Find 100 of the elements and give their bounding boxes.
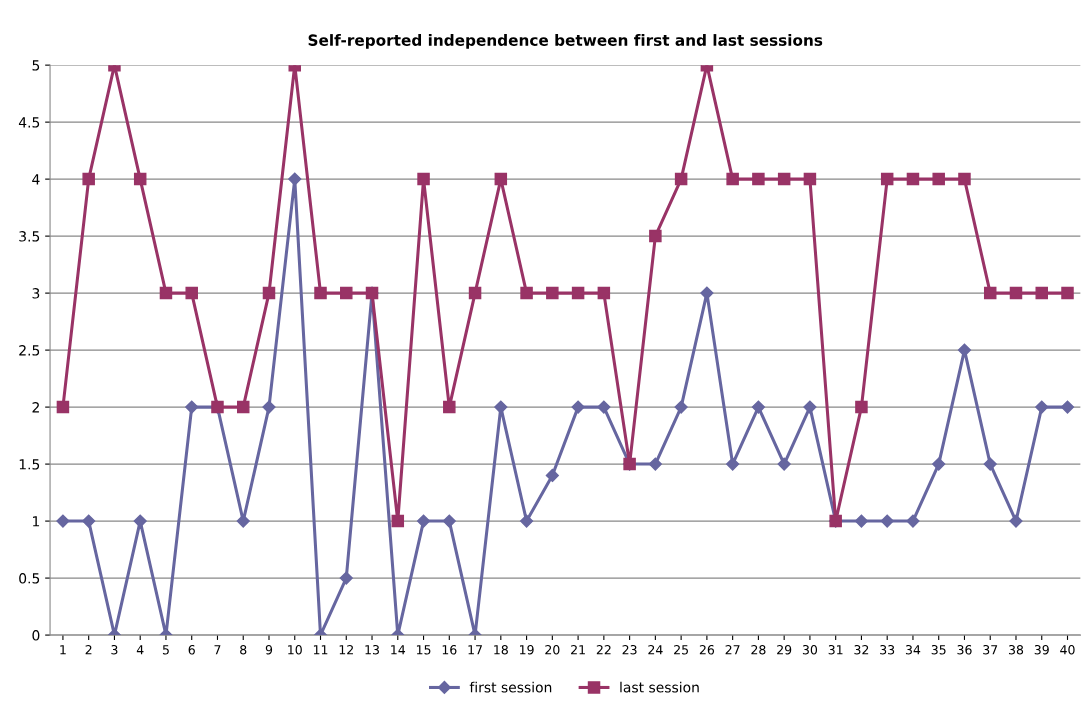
x-tick-label: 3 <box>111 645 118 655</box>
y-tick-label: 3.5 <box>19 231 40 242</box>
point <box>159 286 173 300</box>
point <box>957 343 972 357</box>
point <box>494 400 508 414</box>
x-tick-label: 26 <box>699 645 715 655</box>
point <box>1009 286 1023 300</box>
x-tick-label: 19 <box>520 645 534 655</box>
point <box>983 457 997 471</box>
y-tick-label: 0.5 <box>19 573 40 584</box>
x-tick-label: 12 <box>339 645 353 655</box>
point <box>1009 514 1023 528</box>
point <box>82 172 95 186</box>
point <box>906 514 920 528</box>
point <box>751 400 765 414</box>
y-tick-label: 2.5 <box>19 345 40 356</box>
point <box>288 172 302 186</box>
x-tick-label: 36 <box>957 645 972 655</box>
x-tick-label: 10 <box>288 645 302 655</box>
x-tick-label: 9 <box>265 645 273 655</box>
x-tick-label: 29 <box>777 645 792 655</box>
point <box>185 286 198 300</box>
point <box>880 172 894 186</box>
point <box>958 172 971 186</box>
y-tick-label: 1 <box>33 516 40 527</box>
x-tick-label: 1 <box>60 645 66 655</box>
point <box>546 286 559 300</box>
point <box>571 400 585 414</box>
x-tick-label: 30 <box>802 645 818 655</box>
x-tick-label: 18 <box>494 645 508 655</box>
point <box>494 172 508 186</box>
point <box>520 286 533 300</box>
x-tick-label: 24 <box>648 645 663 655</box>
point <box>416 514 431 528</box>
point <box>417 172 430 186</box>
x-tick-label: 33 <box>880 645 895 655</box>
x-tick-label: 31 <box>828 645 843 655</box>
x-tick-label: 8 <box>240 645 247 655</box>
point <box>468 286 482 300</box>
point <box>803 172 817 186</box>
x-tick-label: 13 <box>365 645 379 655</box>
x-tick-label: 16 <box>442 645 457 655</box>
point <box>880 514 894 528</box>
point <box>340 286 353 300</box>
point <box>185 400 199 414</box>
x-tick-label: 38 <box>1008 645 1024 655</box>
y-tick-label: 3 <box>32 288 40 299</box>
legend-label: last session <box>620 681 699 693</box>
point <box>236 400 250 414</box>
x-tick-label: 37 <box>983 645 998 655</box>
point <box>571 286 585 300</box>
x-tick-label: 22 <box>596 645 611 655</box>
point <box>314 286 327 300</box>
x-tick-label: 2 <box>85 645 92 655</box>
point <box>674 172 688 186</box>
point <box>803 400 817 414</box>
point <box>597 400 611 414</box>
x-tick-label: 40 <box>1060 645 1075 655</box>
point <box>236 514 250 528</box>
point <box>649 229 662 243</box>
x-tick-label: 6 <box>188 645 195 655</box>
point <box>391 514 405 528</box>
y-tick-label: 0 <box>32 630 40 641</box>
x-tick-label: 4 <box>136 645 144 655</box>
x-tick-label: 35 <box>931 645 946 655</box>
x-tick-label: 5 <box>162 645 169 655</box>
x-tick-label: 7 <box>214 645 221 655</box>
point <box>597 286 611 300</box>
point <box>519 514 534 528</box>
x-tick-label: 27 <box>725 645 740 655</box>
y-tick-label: 4.5 <box>18 117 40 128</box>
point <box>648 457 662 471</box>
point <box>777 172 791 186</box>
point <box>56 400 70 414</box>
x-tick-label: 15 <box>416 645 431 655</box>
x-tick-label: 14 <box>391 645 406 655</box>
point <box>932 172 945 186</box>
y-tick-label: 1.5 <box>19 459 40 470</box>
point <box>752 172 765 186</box>
point <box>339 571 353 585</box>
x-tick-label: 28 <box>751 645 766 655</box>
point <box>262 400 276 414</box>
point <box>56 514 70 528</box>
point <box>906 172 920 186</box>
point <box>442 514 456 528</box>
point <box>82 514 96 528</box>
x-tick-label: 25 <box>674 645 688 655</box>
point <box>726 457 740 471</box>
y-tick-label: 2 <box>32 402 39 413</box>
x-tick-label: 21 <box>571 645 585 655</box>
x-tick-label: 20 <box>545 645 560 655</box>
x-tick-label: 17 <box>468 645 482 655</box>
point <box>1060 400 1075 414</box>
point <box>133 514 147 528</box>
point <box>674 400 688 414</box>
y-tick-label: 4 <box>32 174 40 185</box>
point <box>726 172 739 186</box>
point <box>1035 286 1048 300</box>
x-tick-label: 32 <box>854 645 869 655</box>
point <box>854 514 869 528</box>
